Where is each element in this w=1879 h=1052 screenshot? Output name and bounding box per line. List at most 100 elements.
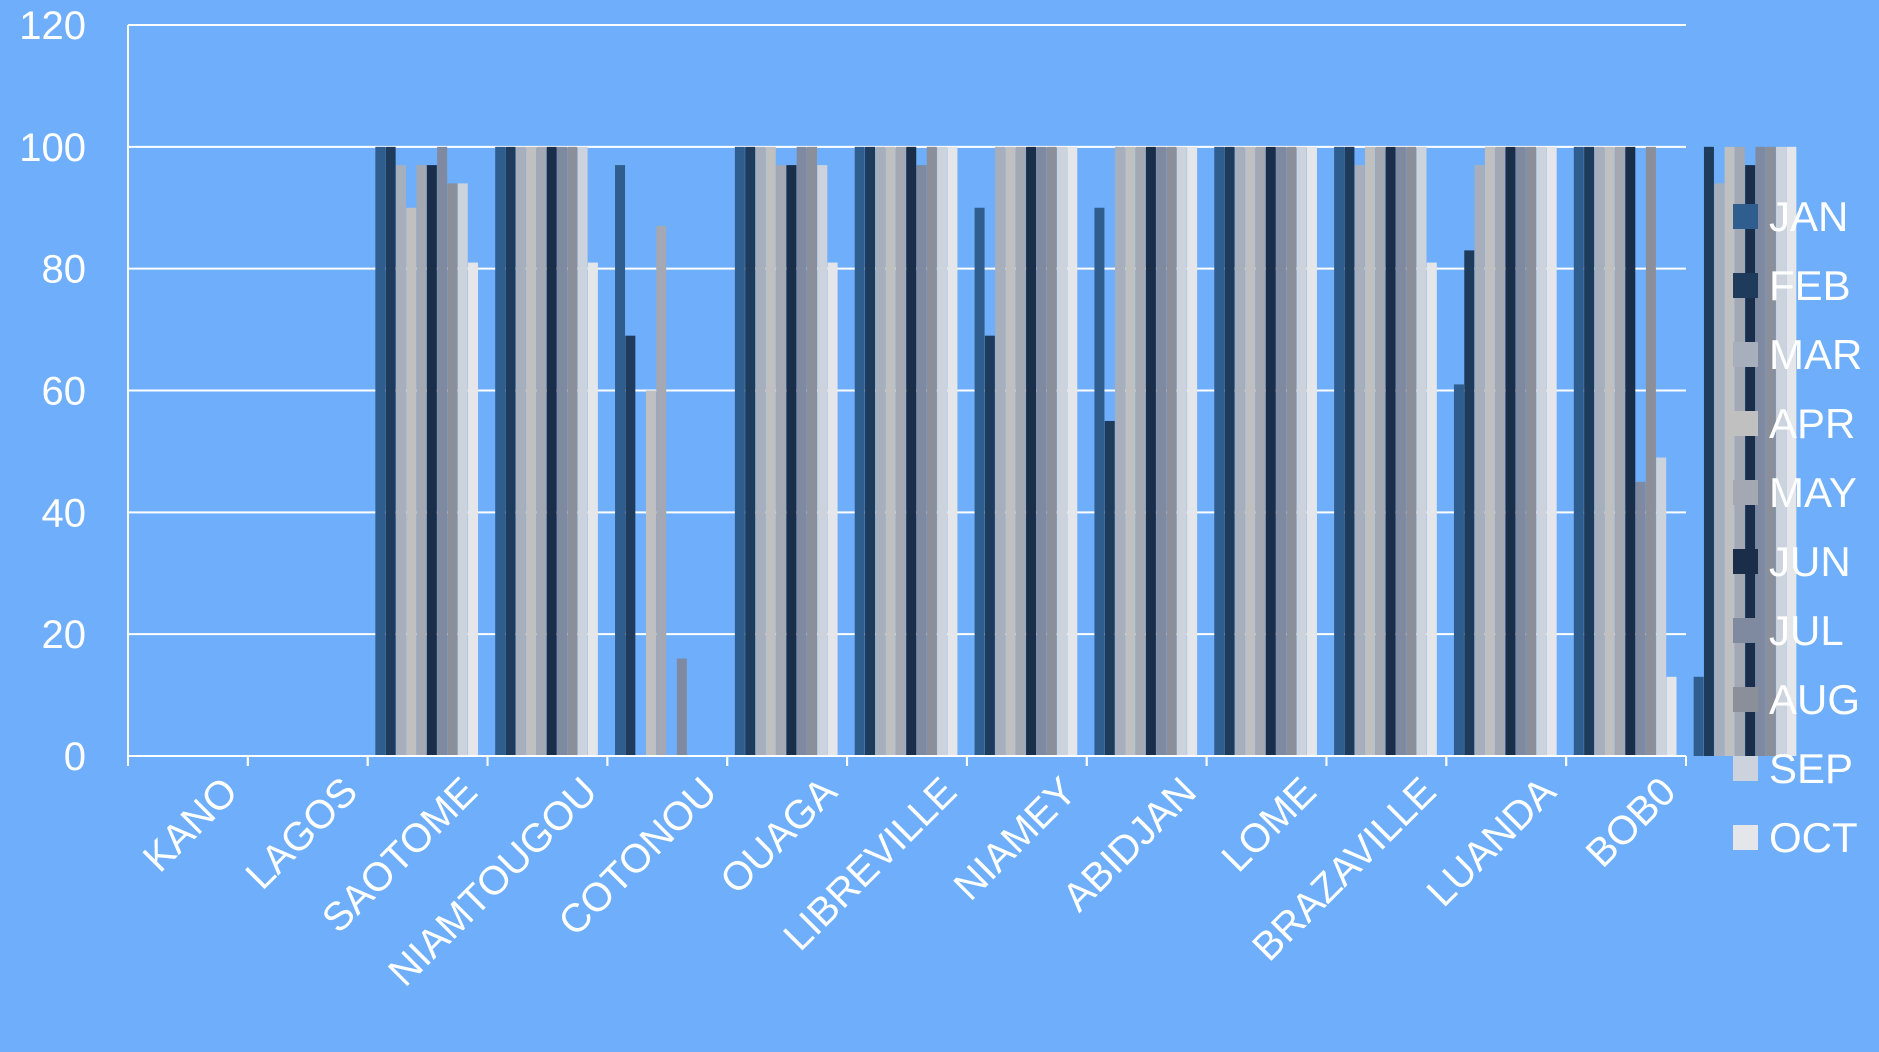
legend-swatch-jun bbox=[1733, 549, 1758, 574]
legend-label-sep: SEP bbox=[1769, 745, 1853, 792]
bar-brazaville-jul bbox=[1515, 146, 1526, 757]
bar-abidjan-jan bbox=[1214, 146, 1225, 757]
bar-bob0-jun bbox=[1745, 165, 1756, 756]
y-tick-label: 100 bbox=[19, 126, 86, 170]
bar-saotome-oct bbox=[587, 262, 598, 756]
x-tick-label: LUANDA bbox=[1419, 769, 1565, 915]
bar-bob0-apr bbox=[1724, 146, 1735, 757]
bar-cotonou-jan bbox=[734, 146, 745, 757]
bar-niamey-feb bbox=[1104, 420, 1115, 756]
bar-bob0-jul bbox=[1755, 146, 1766, 757]
bar-niamey-mar bbox=[1115, 146, 1126, 757]
bar-luanda-sep bbox=[1656, 457, 1667, 756]
bars bbox=[375, 146, 1797, 757]
bar-brazaville-may bbox=[1495, 146, 1506, 757]
bar-libreville-may bbox=[1015, 146, 1026, 757]
bar-ouaga-feb bbox=[865, 146, 876, 757]
bar-libreville-aug bbox=[1046, 146, 1057, 757]
bar-cotonou-sep bbox=[817, 165, 828, 756]
legend-label-apr: APR bbox=[1769, 400, 1855, 447]
bar-bob0-oct bbox=[1786, 146, 1797, 757]
bar-lome-apr bbox=[1365, 146, 1376, 757]
bar-niamey-sep bbox=[1176, 146, 1187, 757]
bar-libreville-feb bbox=[984, 335, 995, 756]
legend-swatch-feb bbox=[1733, 273, 1758, 298]
bar-saotome-jun bbox=[546, 146, 557, 757]
bar-ouaga-apr bbox=[885, 146, 896, 757]
bar-niamey-oct bbox=[1187, 146, 1198, 757]
bar-libreville-jun bbox=[1026, 146, 1037, 757]
bar-abidjan-may bbox=[1255, 146, 1266, 757]
bar-lome-jun bbox=[1385, 146, 1396, 757]
bar-brazaville-apr bbox=[1484, 146, 1495, 757]
legend-swatch-mar bbox=[1733, 342, 1758, 367]
bar-lagos-jun bbox=[426, 165, 437, 756]
legend-label-feb: FEB bbox=[1769, 262, 1851, 309]
bar-lagos-mar bbox=[395, 165, 406, 756]
bar-niamey-jun bbox=[1145, 146, 1156, 757]
bar-ouaga-sep bbox=[937, 146, 948, 757]
bar-saotome-feb bbox=[505, 146, 516, 757]
bar-cotonou-apr bbox=[765, 146, 776, 757]
legend-label-mar: MAR bbox=[1769, 331, 1862, 378]
bar-niamey-aug bbox=[1166, 146, 1177, 757]
bar-libreville-apr bbox=[1005, 146, 1016, 757]
bar-lome-aug bbox=[1406, 146, 1417, 757]
legend-label-jan: JAN bbox=[1769, 193, 1848, 240]
bar-luanda-jul bbox=[1635, 481, 1646, 756]
bar-cotonou-mar bbox=[755, 146, 766, 757]
bar-saotome-jan bbox=[495, 146, 506, 757]
bar-saotome-mar bbox=[515, 146, 526, 757]
bar-brazaville-jun bbox=[1505, 146, 1516, 757]
legend: JAN FEB MAR APR MAY JUN JUL AUG SEP OCT bbox=[1733, 193, 1862, 861]
bar-bob0-feb bbox=[1703, 146, 1714, 757]
bar-cotonou-jun bbox=[786, 165, 797, 756]
bar-abidjan-oct bbox=[1306, 146, 1317, 757]
legend-swatch-jan bbox=[1733, 204, 1758, 229]
bar-lome-mar bbox=[1354, 165, 1365, 756]
bar-brazaville-mar bbox=[1474, 165, 1485, 756]
bar-saotome-jul bbox=[556, 146, 567, 757]
bar-luanda-jan bbox=[1573, 146, 1584, 757]
bar-libreville-sep bbox=[1056, 146, 1067, 757]
bar-lome-oct bbox=[1426, 262, 1437, 756]
legend-label-oct: OCT bbox=[1769, 814, 1858, 861]
y-tick-label: 120 bbox=[19, 4, 86, 48]
bar-abidjan-feb bbox=[1224, 146, 1235, 757]
bar-luanda-may bbox=[1615, 146, 1626, 757]
bar-brazaville-sep bbox=[1536, 146, 1547, 757]
y-tick-label: 40 bbox=[42, 491, 87, 535]
bar-cotonou-may bbox=[776, 165, 787, 756]
legend-label-jun: JUN bbox=[1769, 538, 1851, 585]
legend-swatch-sep bbox=[1733, 756, 1758, 781]
bar-abidjan-jul bbox=[1276, 146, 1287, 757]
bar-cotonou-oct bbox=[827, 262, 838, 756]
bar-niamey-apr bbox=[1125, 146, 1136, 757]
bar-luanda-oct bbox=[1666, 676, 1677, 756]
bar-luanda-jun bbox=[1625, 146, 1636, 757]
bar-lagos-aug bbox=[447, 183, 458, 757]
x-tick-label: NIAMTOUGOU bbox=[380, 769, 605, 994]
bar-bob0-aug bbox=[1765, 146, 1776, 757]
bar-libreville-mar bbox=[995, 146, 1006, 757]
bar-luanda-feb bbox=[1584, 146, 1595, 757]
bar-niamey-jul bbox=[1156, 146, 1167, 757]
bar-saotome-aug bbox=[567, 146, 578, 757]
bar-niamtougou-may bbox=[656, 226, 667, 756]
bar-lome-jan bbox=[1334, 146, 1345, 757]
bar-lagos-oct bbox=[468, 262, 479, 756]
bar-cotonou-feb bbox=[745, 146, 756, 757]
bar-brazaville-feb bbox=[1464, 250, 1475, 756]
legend-swatch-may bbox=[1733, 480, 1758, 505]
bar-luanda-apr bbox=[1604, 146, 1615, 757]
bar-lagos-feb bbox=[385, 146, 396, 757]
bar-lagos-may bbox=[416, 165, 427, 756]
y-tick-label: 20 bbox=[42, 613, 87, 657]
bar-niamey-jan bbox=[1094, 207, 1105, 756]
bar-bob0-mar bbox=[1714, 183, 1725, 757]
legend-label-aug: AUG bbox=[1769, 676, 1860, 723]
bar-lome-feb bbox=[1344, 146, 1355, 757]
bar-brazaville-aug bbox=[1526, 146, 1537, 757]
bar-lome-jul bbox=[1395, 146, 1406, 757]
